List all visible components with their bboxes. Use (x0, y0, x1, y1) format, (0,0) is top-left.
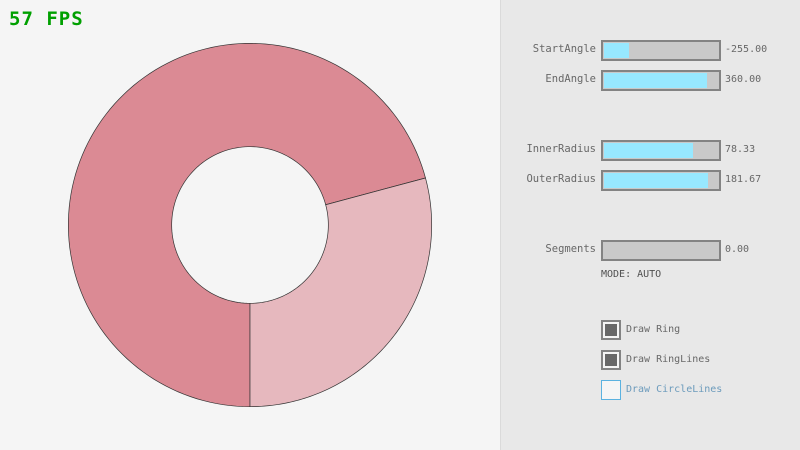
checkbox-label: Draw RingLines (626, 354, 711, 365)
end-angle-slider[interactable] (601, 70, 721, 91)
slider-label: EndAngle (545, 73, 596, 85)
slider-fill (604, 173, 708, 188)
slider-fill (604, 143, 694, 158)
slider-label: OuterRadius (526, 173, 596, 185)
slider-row-end-angle: EndAngle 360.00 (501, 70, 800, 91)
checkbox-label: Draw Ring (626, 324, 681, 335)
draw-circle-lines-checkbox[interactable]: Draw CircleLines (601, 380, 722, 400)
slider-fill (604, 73, 707, 88)
ring-segment-light (249, 177, 433, 408)
slider-label: StartAngle (532, 43, 596, 55)
slider-value: 181.67 (725, 174, 762, 185)
checkbox-box[interactable] (601, 350, 621, 370)
check-mark-icon (605, 324, 617, 336)
slider-value: 78.33 (725, 144, 756, 155)
start-angle-slider[interactable] (601, 40, 721, 61)
slider-label: Segments (545, 243, 596, 255)
mode-label: MODE: AUTO (601, 269, 662, 280)
draw-ring-lines-checkbox[interactable]: Draw RingLines (601, 350, 710, 370)
slider-value: 360.00 (725, 74, 762, 85)
segments-slider[interactable] (601, 240, 721, 261)
slider-row-inner-radius: InnerRadius 78.33 (501, 140, 800, 161)
slider-row-start-angle: StartAngle -255.00 (501, 40, 800, 61)
checkbox-label: Draw CircleLines (626, 384, 723, 395)
slider-fill (604, 43, 629, 58)
slider-label: InnerRadius (526, 143, 596, 155)
checkbox-box[interactable] (601, 320, 621, 340)
slider-value: 0.00 (725, 244, 750, 255)
fps-counter: 57 FPS (9, 8, 84, 30)
slider-value: -255.00 (725, 44, 768, 55)
ring-canvas (67, 42, 433, 408)
draw-ring-checkbox[interactable]: Draw Ring (601, 320, 680, 340)
outer-radius-slider[interactable] (601, 170, 721, 191)
slider-row-segments: Segments 0.00 (501, 240, 800, 261)
slider-row-outer-radius: OuterRadius 181.67 (501, 170, 800, 191)
inner-radius-slider[interactable] (601, 140, 721, 161)
checkbox-box[interactable] (601, 380, 621, 400)
control-panel: StartAngle -255.00 EndAngle 360.00 Inner… (500, 0, 800, 450)
check-mark-icon (605, 354, 617, 366)
